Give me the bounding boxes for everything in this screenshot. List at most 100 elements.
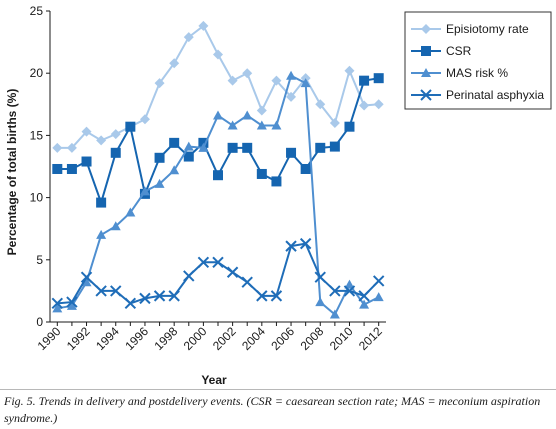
data-point [286,91,297,102]
data-point [52,142,63,153]
data-point [110,221,121,231]
legend-marker [421,24,431,34]
data-point [139,292,151,305]
data-point [315,142,326,153]
x-axis-tick-labels: 1990 1992 1994 1996 1998 2000 2002 2004 2006 2008… [35,324,385,353]
legend-marker [420,89,432,101]
x-axis-title: Year [201,373,227,387]
data-point [315,99,326,110]
legend-label: Perinatal asphyxia [446,88,544,102]
data-point [300,78,311,88]
y-tick-label: 10 [30,191,44,205]
data-point [51,297,64,310]
series-3 [51,237,385,310]
x-tick-label: 1998 [152,324,181,353]
data-point [153,290,166,302]
data-point [183,141,194,151]
data-point [183,32,194,43]
data-point [125,121,136,132]
data-point [154,178,165,188]
data-point [139,114,150,125]
data-point [359,100,370,111]
y-tick-label: 0 [36,315,43,329]
data-point [373,73,384,84]
data-point [256,120,267,130]
data-point [286,70,297,80]
data-point [241,276,253,288]
data-point [110,129,121,140]
data-point [81,156,92,167]
data-point [358,290,370,302]
y-tick-label: 15 [30,128,44,142]
data-point [110,285,122,297]
data-point [169,165,180,175]
y-axis-tick-labels: 0 5 10 15 20 25 [30,4,44,329]
data-point [80,271,93,283]
data-point [227,120,238,130]
data-point [96,229,107,239]
data-point [197,256,210,268]
y-tick-label: 25 [30,4,44,18]
x-tick-label: 2010 [327,324,356,353]
data-point [213,170,223,181]
x-tick-label: 1992 [64,324,93,353]
data-point [344,121,355,132]
y-tick-label: 20 [30,66,44,80]
data-point [81,126,92,137]
data-point [66,163,77,174]
data-point [270,290,283,302]
data-point [373,292,384,302]
legend-label: Episiotomy rate [446,22,529,36]
data-point [359,75,370,86]
data-point [125,207,136,217]
data-point [52,303,63,313]
data-point [359,299,370,309]
data-point [242,142,253,153]
data-point [198,142,209,152]
plot-frame [46,10,386,326]
data-point [286,147,297,158]
data-point [198,20,209,31]
data-point [66,296,78,308]
data-point [169,58,180,69]
data-point [372,275,385,287]
data-point [66,142,77,153]
data-point [212,256,224,268]
data-point [329,141,340,152]
data-point [256,168,267,179]
data-point [139,186,150,196]
x-tick-label: 1994 [93,324,122,353]
legend-label: CSR [446,44,472,58]
data-point [96,135,107,146]
x-tick-label: 2002 [210,324,239,353]
data-point [256,105,267,116]
x-tick-label: 2004 [239,324,268,353]
data-point [271,120,282,130]
x-tick-label: 2012 [356,324,385,353]
data-point [154,152,165,163]
data-point [154,78,165,89]
data-point [227,142,238,153]
x-tick-label: 1996 [122,324,151,353]
data-point [96,197,107,208]
data-point [242,68,253,79]
legend: Episiotomy rate CSR MAS risk % Perinatal as… [404,11,552,110]
data-point [169,137,180,148]
data-point [213,110,223,120]
series-2 [52,70,384,319]
x-tick-label: 2008 [298,324,327,353]
x-tick-label: 2000 [181,324,210,353]
data-point [52,163,63,174]
y-tick-label: 5 [36,253,43,267]
legend-marker [421,68,431,77]
data-point [81,277,92,287]
data-point [329,117,340,128]
data-point [168,290,180,302]
data-point [315,297,326,307]
series-line [57,24,379,149]
series-1 [52,73,384,208]
caption-divider [0,389,556,390]
legend-label: MAS risk % [446,66,508,80]
data-point [271,75,282,86]
data-point [226,266,239,278]
